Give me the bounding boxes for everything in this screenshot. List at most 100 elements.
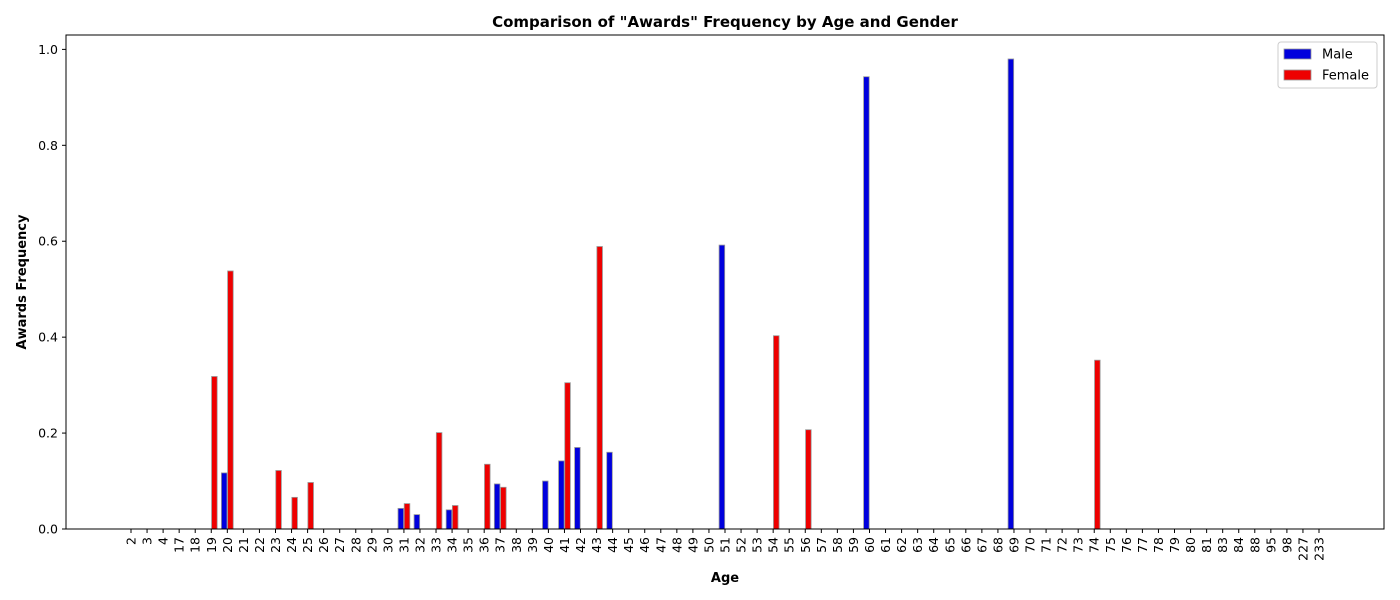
bar-male-60 [863,76,870,530]
bar-female-43 [596,246,603,530]
x-tick-label: 28 [348,537,363,553]
x-tick-label: 64 [926,537,941,553]
x-tick-label: 29 [364,537,379,553]
x-tick-label: 70 [1023,537,1038,553]
x-tick-label: 23 [268,537,283,553]
x-tick-label: 79 [1167,537,1182,553]
bar-female-37 [500,486,507,530]
x-tick-label: 50 [701,537,716,553]
x-tick-label: 42 [573,537,588,553]
x-ticks-group: 2 3 4 17 18 19 20 21 22 23 24 25 26 27 28 29 30 31 32 33 34 3… [124,529,1327,561]
bar-female-31 [403,503,411,530]
x-tick-label: 52 [734,537,749,553]
bar-female-33 [435,432,443,530]
x-tick-label: 47 [653,537,668,553]
x-tick-label: 63 [910,537,925,553]
x-tick-label: 84 [1231,537,1246,553]
x-tick-label: 69 [1006,537,1021,553]
y-tick-label: 0.0 [38,522,58,537]
bar-male-51 [718,244,726,530]
y-tick-label: 0.2 [38,426,58,441]
x-tick-label: 98 [1279,537,1294,553]
bar-female-74 [1094,359,1101,530]
x-tick-label: 61 [878,537,893,553]
x-tick-label: 34 [445,537,460,553]
x-tick-label: 55 [782,537,797,553]
bar-male-31 [397,507,405,530]
x-tick-label: 45 [621,537,636,553]
x-tick-label: 33 [429,537,444,553]
bar-female-23 [275,470,282,530]
x-tick-label: 22 [252,537,267,553]
x-tick-label: 75 [1103,537,1118,553]
x-tick-label: 57 [814,537,829,553]
x-tick-label: 38 [509,537,524,553]
x-tick-label: 76 [1119,537,1134,553]
x-tick-label: 51 [718,537,733,553]
x-tick-label: 18 [188,537,203,553]
x-tick-label: 4 [156,537,171,545]
x-tick-label: 73 [1071,537,1086,553]
x-tick-label: 78 [1151,537,1166,553]
x-tick-label: 49 [685,537,700,553]
x-tick-label: 31 [396,537,411,553]
y-ticks-group: 0.0 0.2 0.4 0.6 0.8 1.0 [38,42,66,537]
x-tick-label: 3 [140,537,155,545]
bar-male-20 [221,472,228,530]
x-tick-label: 48 [669,537,684,553]
bar-male-44 [606,451,613,530]
x-axis-label: Age [711,571,739,586]
x-tick-label: 19 [204,537,219,553]
legend-swatch-female [1283,69,1312,81]
legend: Male Female [1277,41,1378,89]
legend-label-male: Male [1322,48,1353,63]
bars-group [211,58,1101,530]
legend-swatch-male [1283,48,1312,60]
x-tick-label: 68 [990,537,1005,553]
x-tick-label: 58 [830,537,845,553]
x-tick-label: 67 [974,537,989,553]
bar-female-24 [291,496,298,530]
x-tick-label: 65 [942,537,957,553]
x-tick-label: 40 [541,537,556,553]
x-tick-label: 46 [637,537,652,553]
x-tick-label: 43 [589,537,604,553]
x-tick-label: 41 [557,537,572,553]
x-tick-label: 77 [1135,537,1150,553]
bar-male-42 [574,447,581,530]
bar-male-69 [1007,58,1015,530]
bar-male-32 [413,514,421,530]
x-tick-label: 74 [1087,537,1102,553]
x-tick-label: 88 [1247,537,1262,553]
bar-female-56 [805,429,812,530]
x-tick-label: 227 [1295,537,1310,561]
x-tick-label: 27 [332,537,347,553]
x-tick-label: 66 [958,537,973,553]
y-tick-label: 0.8 [38,138,58,153]
bar-female-20 [227,270,234,530]
plot-frame [65,34,1385,530]
x-tick-label: 81 [1199,537,1214,553]
x-tick-label: 233 [1312,537,1327,561]
x-tick-label: 20 [220,537,235,553]
x-tick-label: 83 [1215,537,1230,553]
y-tick-label: 0.4 [38,330,58,345]
bar-female-19 [211,376,218,530]
bar-male-34 [445,509,453,530]
bar-female-36 [484,463,491,530]
x-tick-label: 54 [766,537,781,553]
x-tick-label: 17 [172,537,187,553]
x-tick-label: 30 [380,537,395,553]
bar-male-37 [493,483,501,530]
x-tick-label: 56 [798,537,813,553]
bar-male-41 [558,460,565,530]
bar-female-54 [773,335,780,530]
x-tick-label: 39 [525,537,540,553]
x-tick-label: 95 [1263,537,1278,553]
y-axis-label: Awards Frequency [15,214,30,349]
bar-female-34 [451,505,459,530]
bar-male-40 [542,480,549,530]
x-tick-label: 26 [316,537,331,553]
bar-female-25 [307,482,314,530]
